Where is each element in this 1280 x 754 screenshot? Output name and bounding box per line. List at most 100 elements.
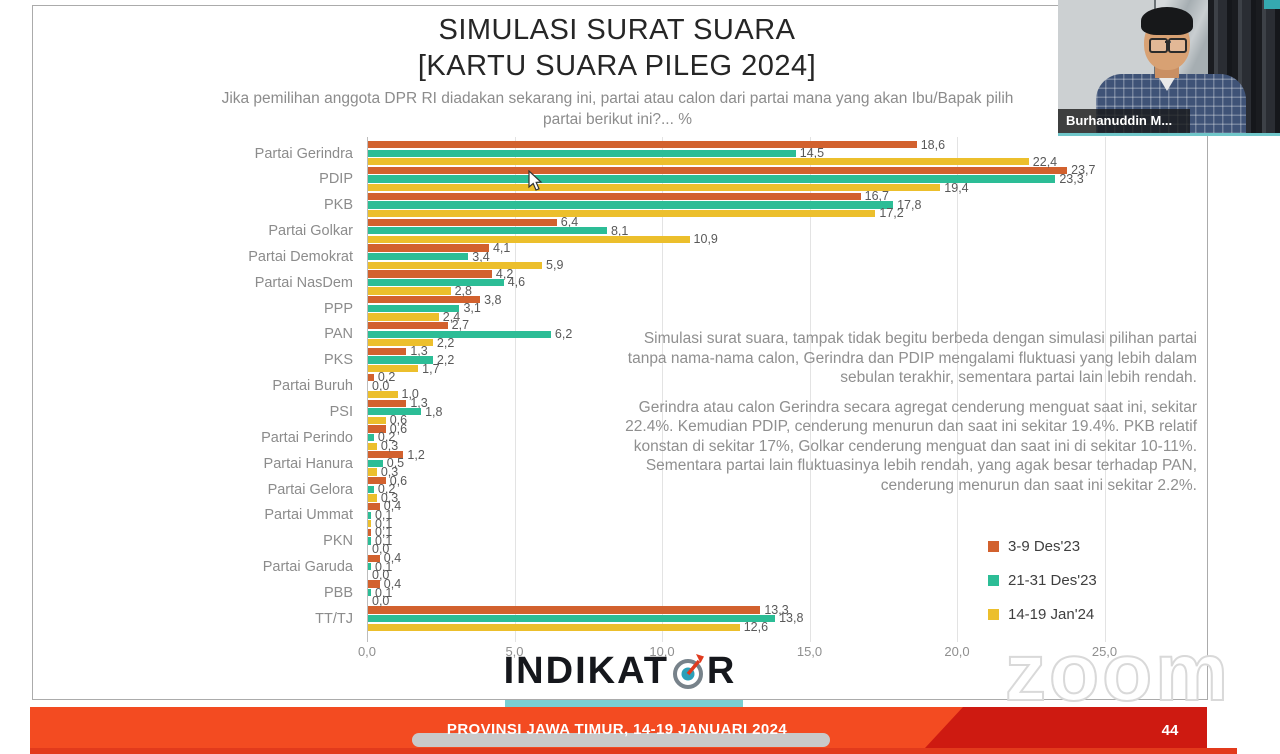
bar-3-9 Des'23 [368, 218, 557, 226]
bar-value-label: 17,8 [897, 197, 922, 212]
speaker-glasses [1149, 38, 1187, 53]
bar-value-label: 2,2 [436, 335, 455, 350]
legend-item: 21-31 Des'23 [988, 572, 1097, 589]
bar-value-label: 8,1 [610, 223, 629, 238]
bar-value-label: 0,1 [374, 533, 393, 548]
bar-value-label: 4,1 [492, 240, 511, 255]
bar-3-9 Des'23 [368, 606, 761, 614]
bar-14-19 Jan'24 [368, 158, 1029, 166]
footer-banner-text: PROVINSI JAWA TIMUR, 14-19 JANUARI 2024 [446, 721, 788, 738]
bar-21-31 Des'23 [368, 149, 796, 157]
bar-value-label: 23,7 [1071, 163, 1096, 178]
bar-21-31 Des'23 [368, 356, 433, 364]
logo-text-left: INDIKAT [503, 650, 669, 692]
slide-title: SIMULASI SURAT SUARA [KARTU SUARA PILEG … [232, 12, 1002, 84]
bar-value-label: 0,1 [374, 516, 393, 531]
bar-14-19 Jan'24 [368, 520, 371, 528]
category-label: Partai Garuda [262, 559, 353, 576]
x-gridline [1104, 137, 1106, 642]
commentary-paragraph-2: Gerindra atau calon Gerindra secara agre… [625, 398, 1197, 494]
indikator-logo: INDIKAT R [440, 650, 800, 693]
bar-value-label: 0,2 [377, 370, 396, 385]
mouse-cursor-icon [528, 170, 543, 191]
x-axis-tick-label: 5,0 [505, 644, 524, 659]
bar-value-label: 12,6 [743, 620, 769, 634]
category-label: PBB [323, 584, 353, 601]
bar-value-label: 10,9 [693, 232, 718, 247]
bar-21-31 Des'23 [368, 278, 504, 287]
bar-14-19 Jan'24 [368, 287, 451, 295]
bar-value-label: 0,6 [389, 473, 408, 488]
bar-value-label: 0,1 [374, 508, 393, 522]
bar-value-label: 3,1 [463, 301, 481, 316]
bar-value-label: 2,8 [454, 283, 472, 298]
bar-3-9 Des'23 [368, 270, 492, 278]
bar-3-9 Des'23 [368, 296, 481, 304]
bar-3-9 Des'23 [368, 451, 404, 459]
bar-value-label: 1,3 [410, 344, 428, 359]
bar-value-label: 5,9 [546, 258, 564, 273]
category-label: Partai Perindo [261, 429, 353, 446]
bar-21-31 Des'23 [368, 459, 383, 468]
bar-3-9 Des'23 [368, 528, 371, 537]
legend-label: 21-31 Des'23 [1008, 572, 1097, 589]
bar-3-9 Des'23 [368, 399, 407, 407]
commentary-text: Simulasi surat suara, tampak tidak begit… [620, 329, 1197, 505]
bar-value-label: 0,0 [372, 568, 390, 583]
bar-21-31 Des'23 [368, 227, 607, 235]
bar-14-19 Jan'24 [368, 623, 740, 631]
category-label: Partai Golkar [268, 223, 353, 240]
bar-value-label: 0,1 [374, 559, 393, 574]
bar-14-19 Jan'24 [368, 390, 398, 399]
bar-14-19 Jan'24 [368, 468, 377, 476]
slide-subtitle-line2: partai berikut ini?... % [542, 111, 693, 128]
bar-value-label: 0,1 [374, 525, 393, 540]
bar-14-19 Jan'24 [368, 365, 419, 373]
bar-21-31 Des'23 [368, 485, 374, 493]
bar-value-label: 2,2 [436, 352, 455, 367]
bar-value-label: 0,3 [380, 439, 399, 454]
bar-value-label: 0,3 [380, 490, 399, 505]
slide-frame [32, 5, 1208, 700]
slide-title-line2: [KARTU SUARA PILEG 2024] [417, 50, 817, 82]
category-label: Partai NasDem [254, 274, 353, 291]
bar-value-label: 0,6 [389, 413, 408, 428]
legend-swatch [988, 541, 999, 552]
slide-title-line1: SIMULASI SURAT SUARA [438, 14, 796, 46]
bar-value-label: 16,7 [864, 189, 889, 204]
category-label: Partai Hanura [263, 455, 353, 472]
speaker-hair [1141, 7, 1193, 35]
bar-value-label: 19,4 [944, 180, 969, 195]
bar-14-19 Jan'24 [368, 339, 433, 347]
footer-bottom-strip [30, 748, 1237, 754]
bar-14-19 Jan'24 [368, 209, 876, 218]
slide-page-number: 44 [1161, 722, 1179, 739]
bar-3-9 Des'23 [368, 373, 374, 381]
category-label: Partai Gerindra [254, 145, 353, 162]
bar-value-label: 13,8 [779, 611, 804, 626]
bar-21-31 Des'23 [368, 304, 460, 312]
legend-swatch [988, 609, 999, 620]
bar-14-19 Jan'24 [368, 442, 377, 450]
x-axis-tick-label: 25,0 [1091, 644, 1118, 659]
bar-value-label: 0,4 [383, 576, 402, 591]
bar-value-label: 6,2 [554, 327, 573, 342]
bar-3-9 Des'23 [368, 141, 917, 149]
x-gridline [809, 137, 811, 642]
y-axis-line [367, 137, 368, 642]
bar-value-label: 0,2 [377, 482, 396, 497]
bar-14-19 Jan'24 [368, 261, 543, 269]
compass-icon [672, 653, 704, 689]
commentary-paragraph-1: Simulasi surat suara, tampak tidak begit… [627, 330, 1197, 386]
category-label: PSI [329, 404, 353, 420]
chart-legend: 3-9 Des'23 21-31 Des'23 14-19 Jan'24 [988, 538, 1097, 623]
bar-14-19 Jan'24 [368, 184, 941, 192]
legend-label: 14-19 Jan'24 [1008, 606, 1095, 623]
legend-label: 3-9 Des'23 [1008, 538, 1081, 555]
bar-value-label: 0,1 [374, 585, 393, 600]
participant-name-label: Burhanuddin M... [1058, 109, 1190, 133]
bar-21-31 Des'23 [368, 511, 371, 519]
webcam-video-tile[interactable]: Burhanuddin M... [1058, 0, 1280, 136]
